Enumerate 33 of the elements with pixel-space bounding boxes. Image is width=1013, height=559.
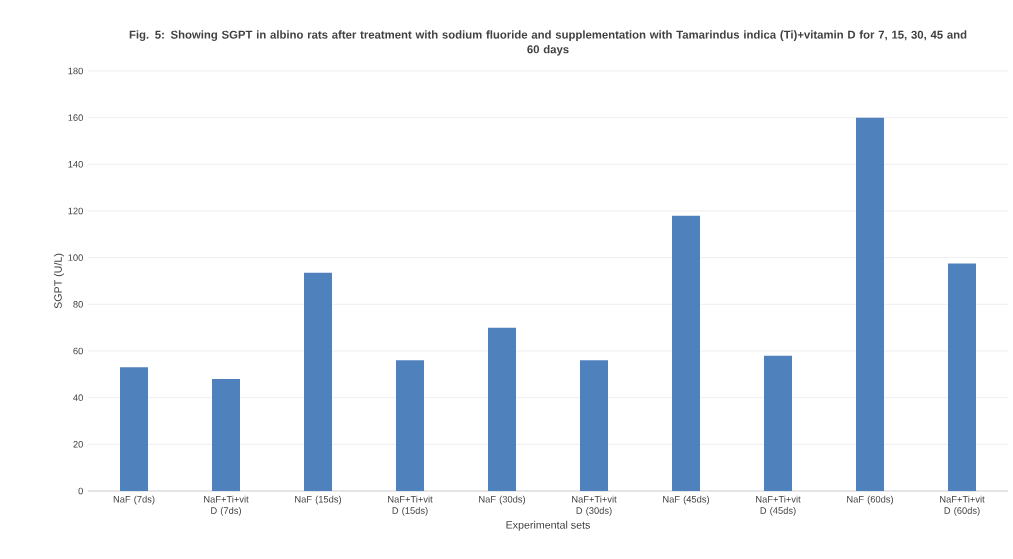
bar xyxy=(396,360,425,491)
y-tick-label: 40 xyxy=(73,394,83,401)
y-tick-label: 160 xyxy=(68,114,83,121)
bar xyxy=(120,367,149,491)
y-tick-label: 180 xyxy=(68,67,83,75)
x-tick-label: NaF+Ti+vit D (30ds) xyxy=(572,495,617,516)
bar xyxy=(948,263,977,491)
bar xyxy=(488,327,517,491)
y-tick-label: 80 xyxy=(73,301,83,308)
x-tick-label: NaF (30ds) xyxy=(479,495,526,505)
bar xyxy=(580,360,609,491)
y-tick-label: 60 xyxy=(73,347,83,355)
x-tick-label: NaF (60ds) xyxy=(847,495,894,505)
bar xyxy=(764,355,793,491)
chart-title: Fig. 5: Showing SGPT in albino rats after treatment with sodium fluoride and supplementation with Tamarindus indica (Ti)+vitamin D for 7, 15, 30, 45 and 60 days xyxy=(129,30,967,56)
bar xyxy=(304,272,333,491)
x-tick-label: NaF+Ti+vit D (15ds) xyxy=(388,495,433,516)
y-axis-title: SGPT (U/L) xyxy=(53,253,64,309)
x-tick-label: NaF+Ti+vit D (7ds) xyxy=(204,495,249,516)
y-tick-label: 0 xyxy=(78,487,83,495)
x-tick-label: NaF+Ti+vit D (45ds) xyxy=(756,495,801,516)
bar xyxy=(212,378,241,491)
y-tick-label: 140 xyxy=(68,161,83,168)
y-tick-label: 20 xyxy=(73,441,83,448)
x-tick-label: NaF (45ds) xyxy=(663,495,710,505)
x-axis-title: Experimental sets xyxy=(506,520,590,531)
bar xyxy=(672,215,701,491)
y-tick-label: 100 xyxy=(68,254,83,261)
x-tick-label: NaF+Ti+vit D (60ds) xyxy=(940,495,985,516)
y-tick-label: 120 xyxy=(68,207,83,215)
x-tick-label: NaF (7ds) xyxy=(113,495,155,505)
bar xyxy=(856,117,885,491)
x-tick-label: NaF (15ds) xyxy=(295,495,342,505)
